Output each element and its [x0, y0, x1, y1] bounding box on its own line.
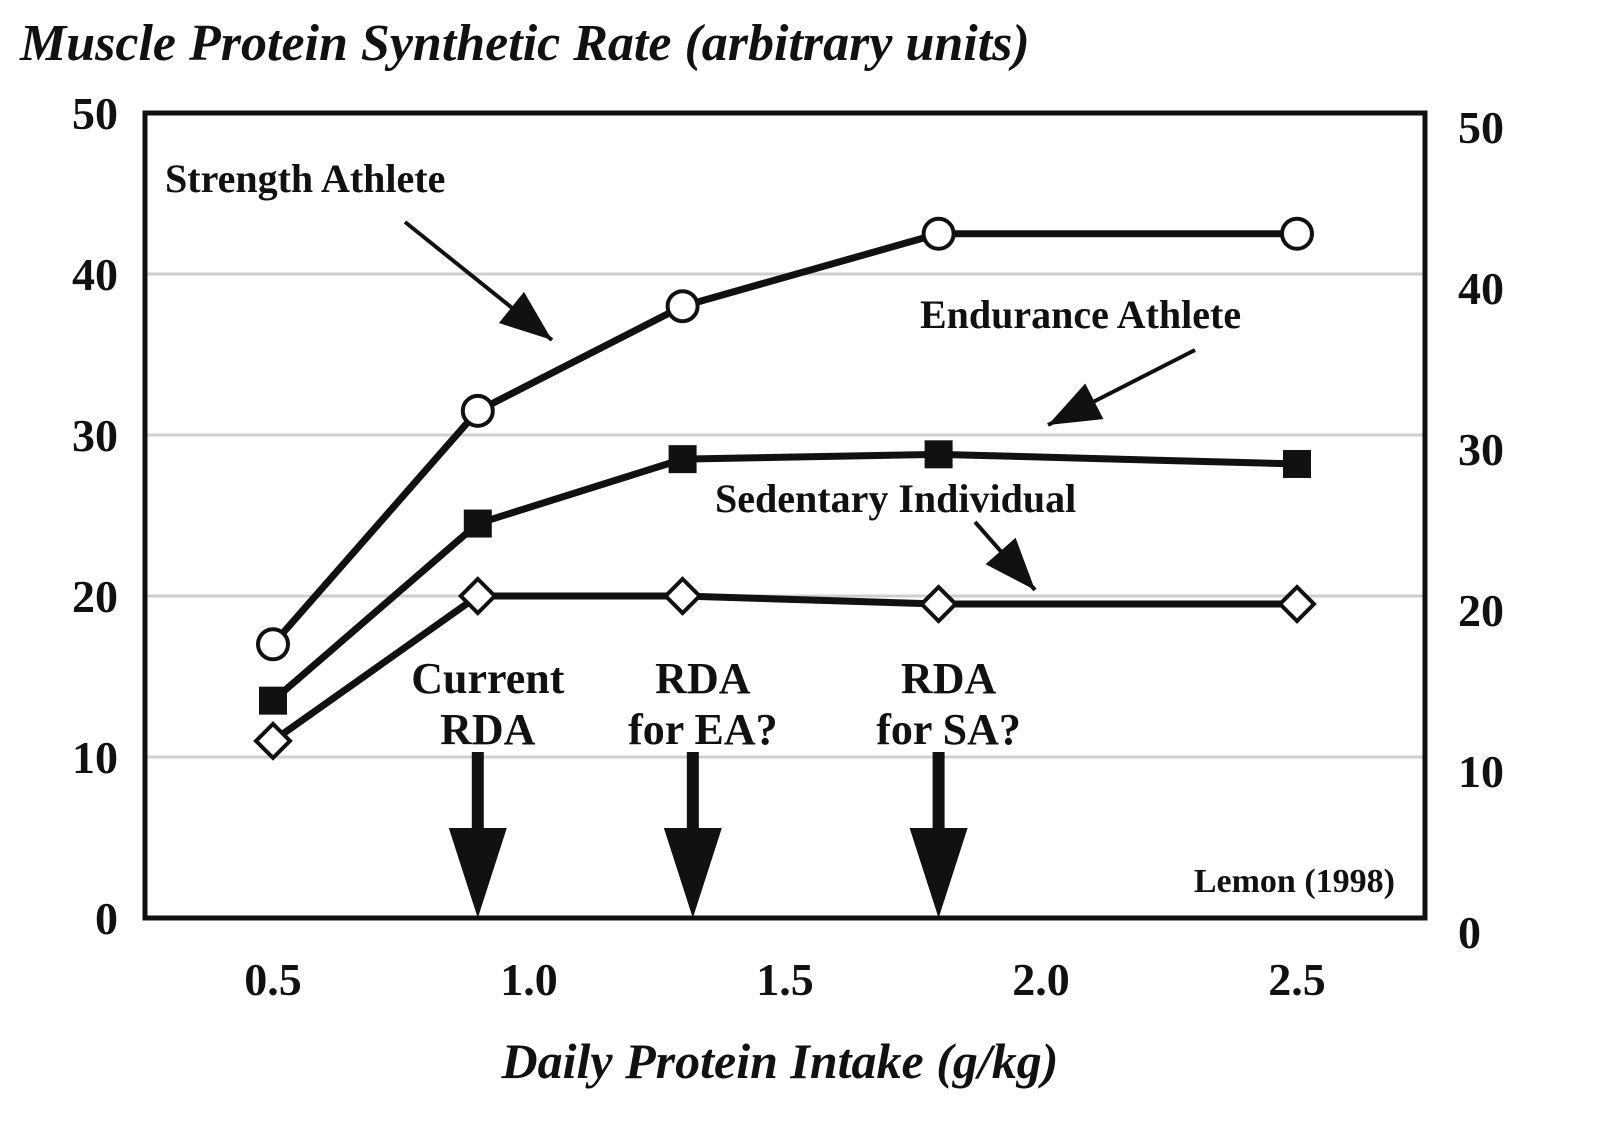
rda-label: for SA? — [876, 705, 1021, 754]
arrow-head — [1048, 383, 1104, 425]
x-tick-label: 1.5 — [756, 954, 814, 1005]
arrow-head — [985, 537, 1035, 590]
y-tick-label-right: 10 — [1458, 746, 1504, 797]
chart-title: Muscle Protein Synthetic Rate (arbitrary… — [19, 15, 1030, 72]
annotation-layer: Strength Athlete Endurance Athlete Sedenta… — [165, 156, 1241, 918]
rda-label: Current — [411, 654, 565, 703]
rda-arrow-shaft — [932, 752, 945, 832]
data-point — [918, 584, 959, 624]
data-point — [921, 216, 956, 251]
x-tick-label: 1.0 — [500, 954, 558, 1005]
rda-label: RDA — [655, 654, 751, 703]
x-tick-label: 2.0 — [1012, 954, 1070, 1005]
source-credit: Lemon (1998) — [1194, 863, 1395, 900]
rda-arrow-head — [448, 828, 507, 918]
y-tick-label: 20 — [72, 571, 118, 622]
y-tick-label-right: 0 — [1458, 907, 1481, 958]
rda-label: for EA? — [628, 705, 778, 754]
series-label: Endurance Athlete — [920, 292, 1241, 337]
series-label: Sedentary Individual — [715, 476, 1076, 521]
series-layer — [253, 216, 1317, 761]
y-tick-label-right: 20 — [1458, 585, 1504, 636]
arrow-head — [498, 291, 552, 340]
data-point — [1280, 216, 1314, 251]
y-tick-label: 0 — [95, 893, 118, 944]
x-axis-label: Daily Protein Intake (g/kg) — [501, 1033, 1059, 1089]
data-point — [1277, 584, 1317, 624]
rda-label: RDA — [901, 654, 997, 703]
data-point — [662, 576, 703, 616]
rda-label: RDA — [440, 705, 536, 754]
x-tick-label: 2.5 — [1268, 954, 1326, 1005]
data-point — [668, 445, 697, 474]
tick-layer: 0 0 10 10 20 20 30 30 40 40 50 50 0.5 1.0 1.5 2.0 2.5 — [72, 88, 1504, 1005]
y-tick-label: 50 — [72, 88, 118, 139]
y-tick-label: 10 — [72, 732, 118, 783]
rda-arrow-head — [663, 828, 722, 918]
data-point — [1283, 449, 1311, 478]
data-point — [259, 686, 287, 715]
data-point — [457, 576, 498, 616]
y-tick-label-right: 50 — [1458, 102, 1504, 153]
y-tick-label-right: 30 — [1458, 424, 1504, 475]
data-point — [463, 509, 492, 538]
x-tick-label: 0.5 — [244, 954, 302, 1005]
rda-arrow-shaft — [686, 752, 699, 832]
rda-arrow-head — [909, 828, 968, 918]
y-tick-label: 30 — [72, 410, 118, 461]
data-point — [256, 627, 290, 662]
data-point — [924, 440, 953, 469]
y-tick-label: 40 — [72, 249, 118, 300]
y-tick-label-right: 40 — [1458, 263, 1504, 314]
plot-frame — [142, 110, 1428, 921]
data-point — [665, 289, 700, 324]
rda-arrow-shaft — [471, 752, 484, 832]
data-point — [253, 721, 293, 761]
data-point — [460, 393, 495, 428]
series-label: Strength Athlete — [165, 156, 445, 201]
